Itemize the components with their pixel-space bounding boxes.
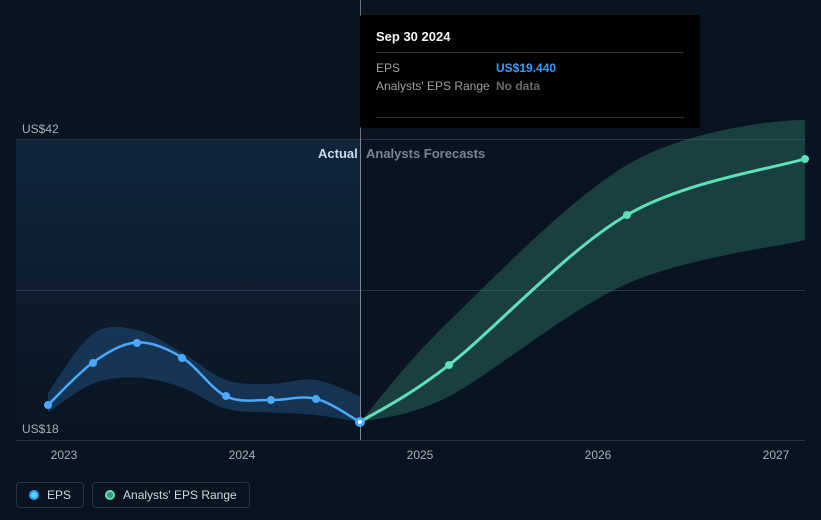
x-tick: 2026 [585,448,612,462]
tooltip-row-eps: EPS US$19.440 [376,59,684,77]
data-marker [267,396,275,404]
data-marker [89,359,97,367]
data-marker [222,392,230,400]
legend-eps-dot [29,490,39,500]
tooltip-date: Sep 30 2024 [376,29,684,53]
data-marker [133,339,141,347]
legend-range-label: Analysts' EPS Range [123,488,237,502]
x-tick: 2027 [763,448,790,462]
y-axis-upper-label: US$42 [22,122,59,136]
data-marker [312,395,320,403]
hover-tooltip: Sep 30 2024 EPS US$19.440 Analysts' EPS … [360,15,700,128]
tooltip-range-label: Analysts' EPS Range [376,79,496,93]
tooltip-eps-label: EPS [376,61,496,75]
legend-eps-label: EPS [47,488,71,502]
tooltip-row-range: Analysts' EPS Range No data [376,77,684,95]
plot-area[interactable] [16,140,805,440]
data-marker [801,155,809,163]
x-tick: 2024 [229,448,256,462]
legend-range[interactable]: Analysts' EPS Range [92,482,250,508]
data-marker [623,211,631,219]
tooltip-divider [376,117,684,118]
data-marker [355,417,365,427]
x-tick: 2025 [407,448,434,462]
tooltip-range-value: No data [496,79,540,93]
legend: EPS Analysts' EPS Range [16,482,250,508]
data-marker [445,361,453,369]
legend-range-dot [105,490,115,500]
data-marker [44,401,52,409]
data-marker [178,354,186,362]
gridline-bottom [16,440,805,441]
x-tick: 2023 [51,448,78,462]
tooltip-eps-value: US$19.440 [496,61,556,75]
chart-svg [16,140,805,440]
legend-eps[interactable]: EPS [16,482,84,508]
eps-chart: US$42 US$18 Actual Analysts Forecasts 20… [0,0,821,520]
